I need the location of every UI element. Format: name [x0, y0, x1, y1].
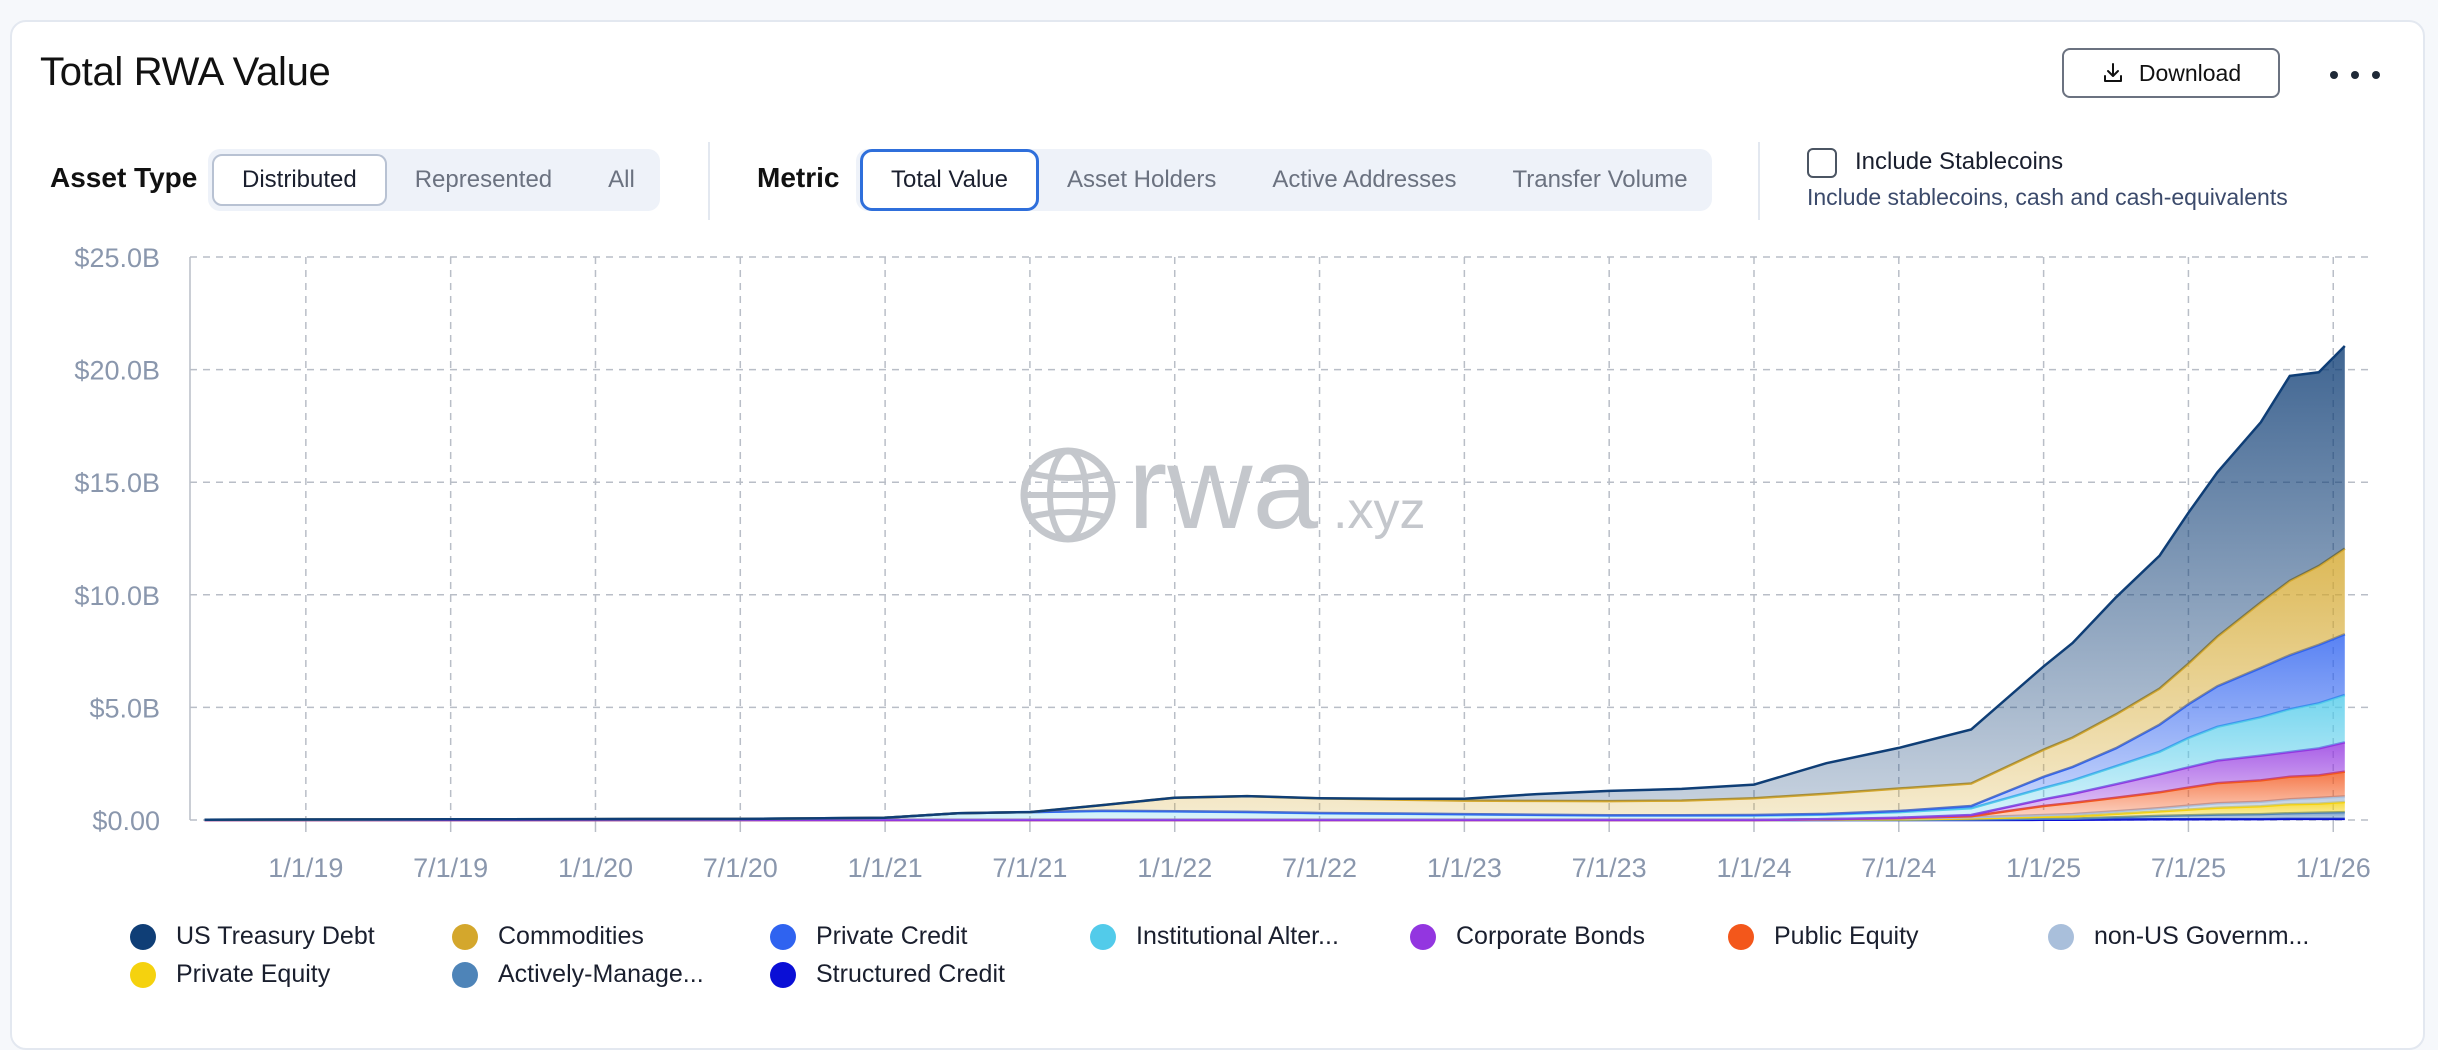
legend-swatch: [1410, 923, 1436, 950]
y-tick-label: $25.0B: [74, 243, 160, 273]
legend-label: US Treasury Debt: [176, 922, 375, 950]
x-tick-label: 7/1/25: [2151, 853, 2226, 883]
watermark: rwa .xyz: [1020, 422, 1425, 554]
x-axis: 1/1/19 7/1/19 1/1/20 7/1/20 1/1/21 7/1/21 1/1/…: [268, 853, 2370, 883]
legend-label: Public Equity: [1774, 922, 1919, 950]
legend-swatch: [452, 923, 478, 950]
x-tick-label: 1/1/25: [2006, 853, 2081, 883]
y-tick-label: $20.0B: [74, 356, 160, 386]
x-tick-label: 1/1/20: [558, 853, 633, 883]
legend-label: Commodities: [498, 922, 644, 950]
area-series-us-treasury-debt[interactable]: [204, 346, 2345, 820]
legend-item-corporate-bonds[interactable]: Corporate Bonds: [1410, 922, 1645, 951]
legend-item-structured-credit[interactable]: Structured Credit: [770, 960, 1005, 989]
legend-swatch: [770, 961, 796, 988]
asset-type-option-distributed[interactable]: Distributed: [212, 154, 387, 206]
legend-swatch: [130, 923, 156, 950]
metric-label: Metric: [757, 162, 840, 193]
legend-swatch: [130, 961, 156, 988]
metric-option-transfer-volume[interactable]: Transfer Volume: [1512, 166, 1688, 193]
x-tick-label: 1/1/22: [1137, 853, 1212, 883]
legend-swatch: [2048, 923, 2074, 950]
filter-divider: [1758, 142, 1760, 220]
metric-option-asset-holders[interactable]: Asset Holders: [1066, 166, 1217, 193]
legend-label: Private Credit: [816, 922, 968, 950]
legend-swatch: [452, 961, 478, 988]
page-title: Total RWA Value: [40, 50, 331, 94]
y-tick-label: $10.0B: [74, 581, 160, 611]
include-stablecoins-description: Include stablecoins, cash and cash-equiv…: [1807, 184, 2288, 210]
watermark-brand: rwa: [1128, 422, 1319, 554]
download-label: Download: [2138, 59, 2242, 86]
legend-item-institutional-alter[interactable]: Institutional Alter...: [1090, 922, 1339, 951]
y-axis: $0.00 $5.0B $10.0B $15.0B $20.0B $25.0B: [74, 243, 160, 836]
asset-type-option-represented[interactable]: Represented: [414, 166, 553, 193]
more-horizontal-icon: [2330, 71, 2338, 79]
y-tick-label: $15.0B: [74, 468, 160, 498]
more-dot: [2372, 71, 2380, 79]
x-tick-label: 7/1/22: [1282, 853, 1357, 883]
include-stablecoins-checkbox[interactable]: [1807, 148, 1837, 178]
x-tick-label: 7/1/21: [992, 853, 1067, 883]
download-button[interactable]: Download: [2062, 48, 2280, 98]
y-tick-label: $0.00: [92, 806, 160, 836]
y-tick-label: $5.0B: [89, 693, 160, 723]
x-tick-label: 7/1/24: [1861, 853, 1936, 883]
x-tick-label: 1/1/24: [1716, 853, 1791, 883]
legend-item-private-equity[interactable]: Private Equity: [130, 960, 330, 989]
download-icon: [2103, 63, 2122, 82]
legend-swatch: [770, 923, 796, 950]
legend-label: Actively-Manage...: [498, 960, 704, 988]
legend-item-actively-manage[interactable]: Actively-Manage...: [452, 960, 704, 989]
x-tick-label: 1/1/26: [2296, 853, 2371, 883]
legend-label: Institutional Alter...: [1136, 922, 1339, 950]
asset-type-segmented-control: Distributed Represented All: [208, 149, 660, 211]
metric-segmented-control: Total Value Asset Holders Active Address…: [856, 149, 1712, 211]
more-options-button[interactable]: [2330, 60, 2380, 90]
more-dot: [2351, 71, 2359, 79]
legend-swatch: [1090, 923, 1116, 950]
legend-swatch: [1728, 923, 1754, 950]
legend-label: Private Equity: [176, 960, 331, 988]
asset-type-label: Asset Type: [50, 162, 198, 193]
legend-label: Corporate Bonds: [1456, 922, 1646, 950]
legend-item-public-equity[interactable]: Public Equity: [1728, 922, 1919, 951]
line-series-us-treasury-debt: [204, 345, 2346, 822]
legend-item-us-treasury-debt[interactable]: US Treasury Debt: [130, 922, 375, 951]
x-tick-label: 1/1/23: [1427, 853, 1502, 883]
legend-item-private-credit[interactable]: Private Credit: [770, 922, 967, 951]
asset-type-option-all[interactable]: All: [608, 166, 635, 193]
x-tick-label: 1/1/19: [268, 853, 343, 883]
watermark-suffix: .xyz: [1333, 482, 1425, 540]
legend-item-non-us-governm[interactable]: non-US Governm...: [2048, 922, 2309, 951]
x-tick-label: 7/1/20: [703, 853, 778, 883]
area-series-actively-manage[interactable]: [204, 812, 2345, 820]
filter-divider: [708, 142, 710, 220]
legend-label: non-US Governm...: [2094, 922, 2310, 950]
chart-areas: [204, 345, 2346, 822]
metric-option-total-value[interactable]: Total Value: [860, 149, 1039, 211]
legend-item-commodities[interactable]: Commodities: [452, 922, 644, 951]
x-tick-label: 7/1/23: [1572, 853, 1647, 883]
include-stablecoins-label: Include Stablecoins: [1855, 148, 2064, 175]
x-tick-label: 1/1/21: [848, 853, 923, 883]
globe-icon: [1020, 447, 1116, 543]
x-tick-label: 7/1/19: [413, 853, 488, 883]
legend-label: Structured Credit: [816, 960, 1005, 988]
metric-option-active-addresses[interactable]: Active Addresses: [1272, 166, 1457, 193]
